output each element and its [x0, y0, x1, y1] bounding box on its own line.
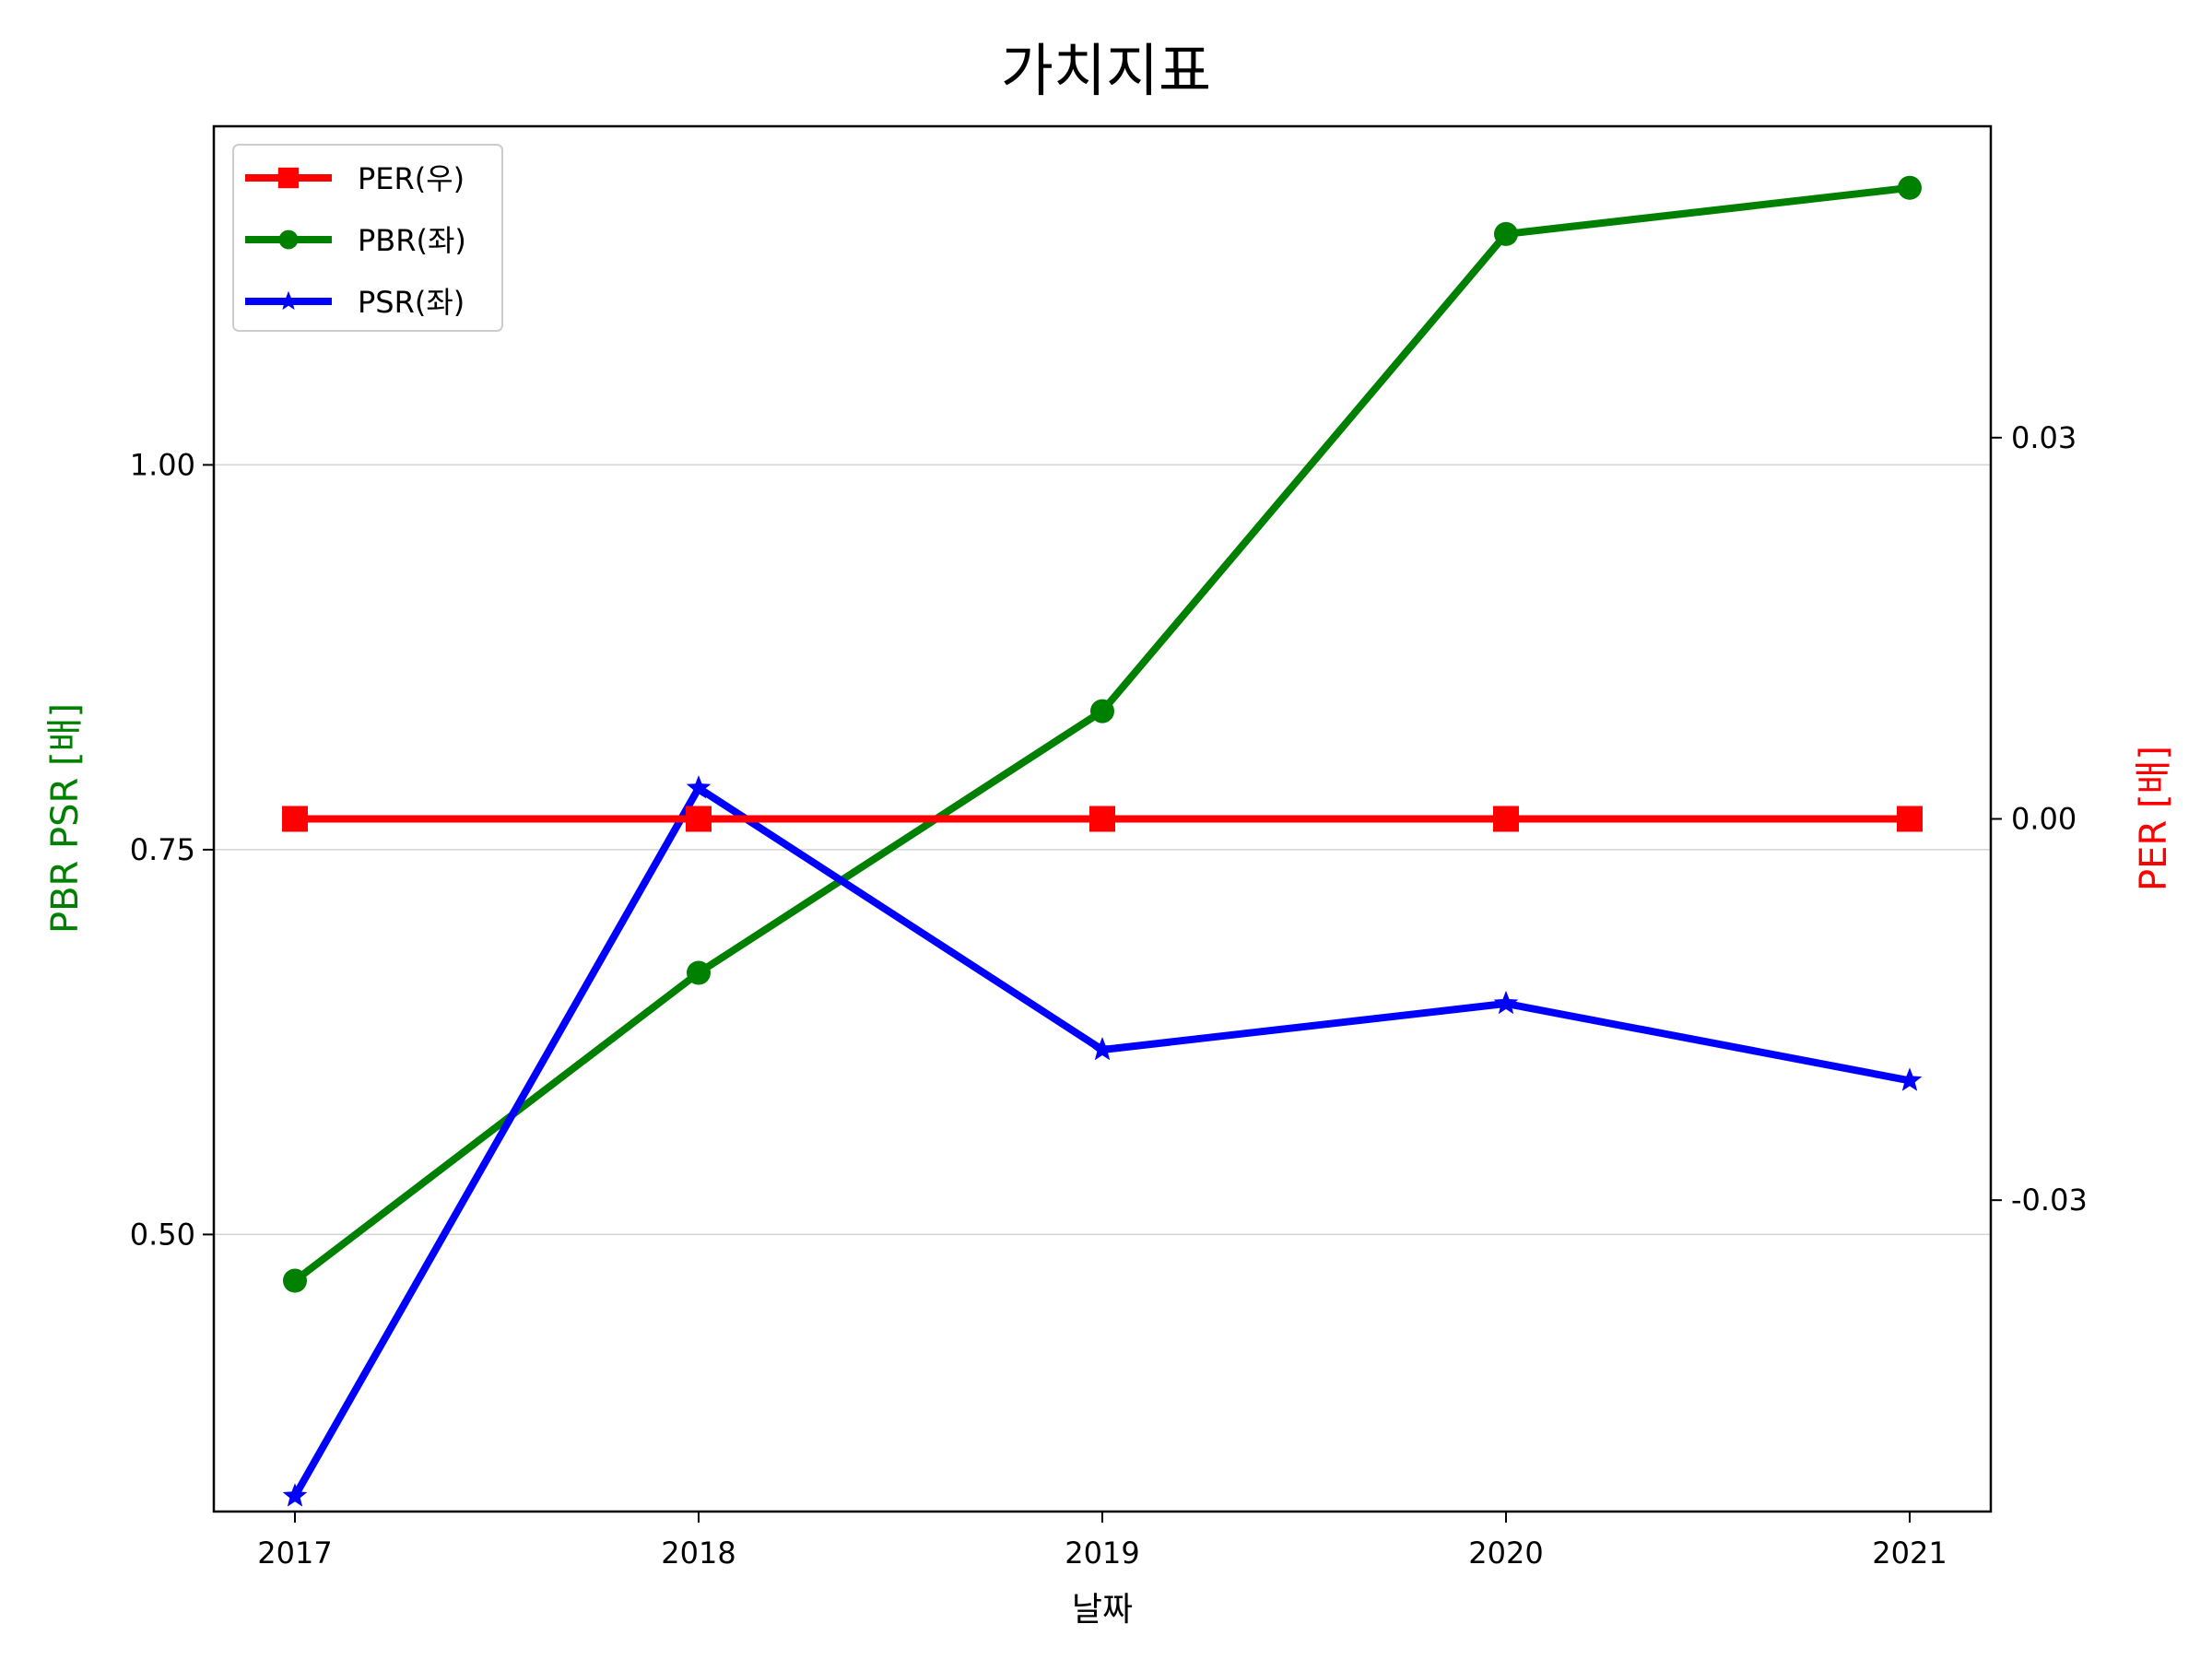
- x-tick-label: 2020: [1468, 1535, 1543, 1571]
- series-line-pbr: [292, 183, 1911, 1284]
- series-line-psr: [291, 784, 1911, 1499]
- legend-marker-pbr: [278, 229, 299, 250]
- y-left-tick-label: 0.75: [130, 832, 195, 867]
- data-point-per: [1493, 806, 1519, 832]
- y-left-tick-label: 0.50: [130, 1217, 195, 1252]
- data-point-pbr: [1494, 221, 1518, 246]
- legend-marker-psr: [278, 290, 299, 311]
- legend-marker-per: [277, 167, 300, 189]
- chart-title: 가치지표: [1001, 37, 1211, 104]
- legend-label-per: PER(우): [358, 161, 465, 196]
- data-point-pbr: [1090, 699, 1114, 724]
- legend: PER(우) PBR(좌) PSR(좌): [232, 144, 503, 332]
- series-layer: [282, 175, 1923, 1507]
- data-point-pbr: [1898, 175, 1922, 200]
- y-right-tick-label: -0.03: [2011, 1182, 2088, 1218]
- data-point-per: [282, 806, 308, 832]
- x-axis-label: 날짜: [1072, 1591, 1133, 1629]
- x-tick-label: 2019: [1065, 1535, 1139, 1571]
- x-tick-label: 2017: [257, 1535, 332, 1571]
- data-point-per: [686, 806, 712, 832]
- data-point-pbr: [687, 960, 711, 985]
- ticks: 2017 2018 2019 2020 2021 0.50 0.75 1.00 -0.03 0.0…: [130, 420, 2088, 1571]
- x-tick-label: 2018: [661, 1535, 735, 1571]
- data-point-psr: [686, 775, 712, 799]
- y-left-tick-label: 1.00: [130, 447, 195, 482]
- y-right-tick-label: 0.00: [2011, 802, 2077, 837]
- y-axis-label-right: PER [배]: [2133, 746, 2175, 891]
- legend-label-pbr: PBR(좌): [358, 223, 466, 258]
- x-tick-label: 2021: [1872, 1535, 1947, 1571]
- data-point-per: [1089, 806, 1115, 832]
- data-point-pbr: [283, 1268, 307, 1293]
- legend-label-psr: PSR(좌): [358, 285, 465, 320]
- data-point-psr: [282, 1483, 308, 1507]
- legend-box: [232, 144, 503, 332]
- grid: [214, 464, 1991, 1236]
- y-axis-label-left: PBR PSR [배]: [44, 703, 87, 934]
- data-point-per: [1897, 806, 1923, 832]
- data-point-psr: [1493, 990, 1519, 1015]
- data-point-psr: [1897, 1067, 1923, 1091]
- data-point-psr: [1089, 1037, 1115, 1061]
- y-right-tick-label: 0.03: [2011, 420, 2077, 455]
